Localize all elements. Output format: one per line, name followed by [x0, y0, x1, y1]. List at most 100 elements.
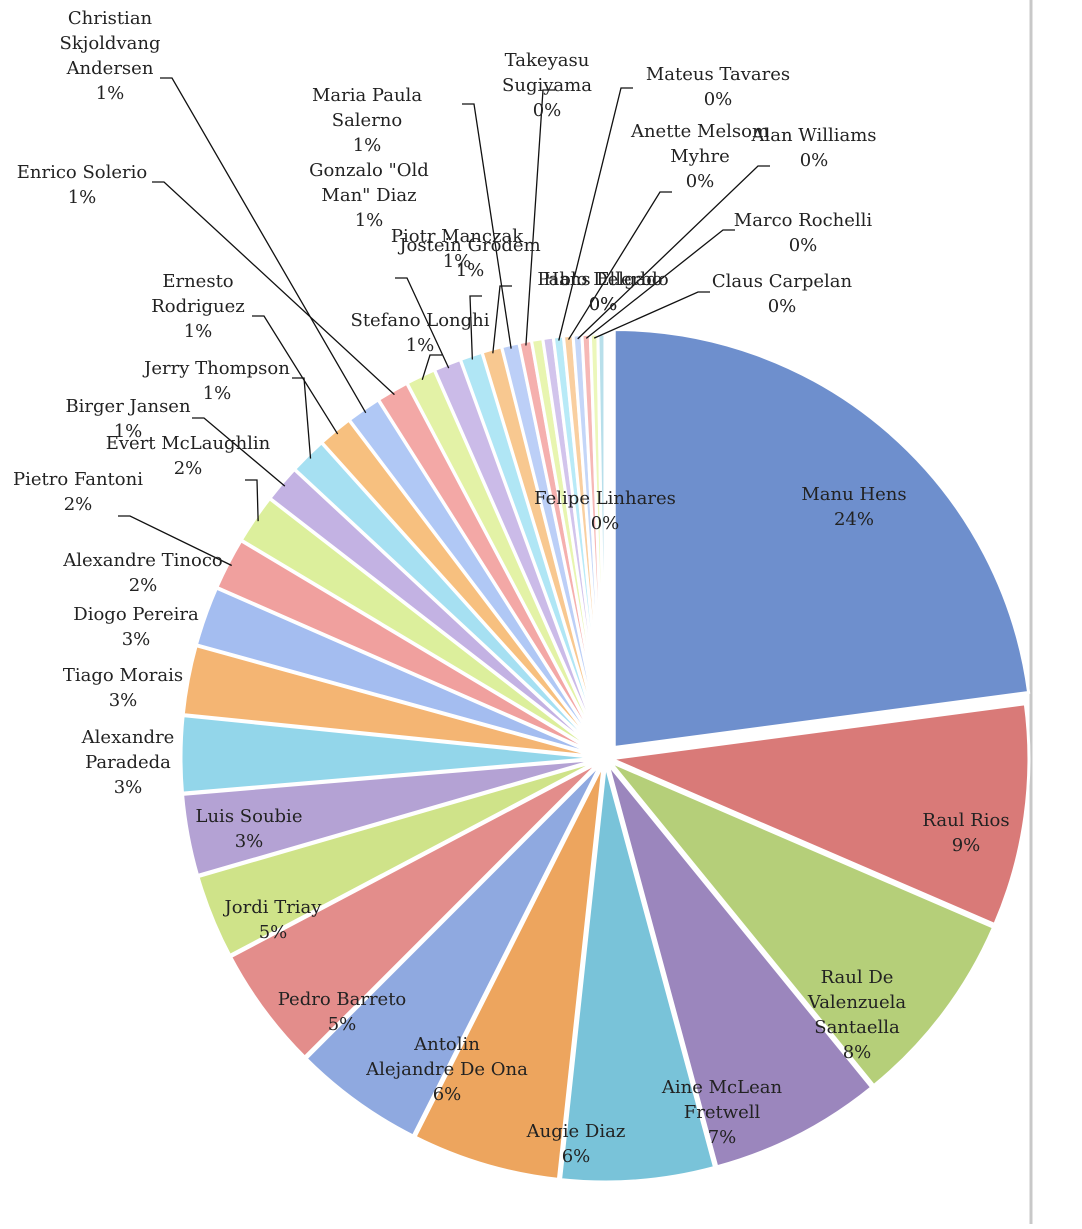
slice-name: Salerno — [332, 110, 403, 131]
slice-labels: Manu Hens 24% Raul Rios 9% Raul De Valenzuela… — [13, 8, 1010, 1167]
slice-percent: 24% — [834, 509, 874, 530]
slice-label: Hans Ellerbo 0% — [543, 269, 662, 315]
slice-name: Alan Williams — [750, 125, 876, 146]
slice-name: Marco Rochelli — [734, 210, 873, 231]
slice-percent: 1% — [355, 210, 384, 231]
leader-line — [462, 103, 512, 349]
leader-line — [577, 165, 770, 340]
slice-label: Raul De Valenzuela Santaella 8% — [807, 967, 907, 1063]
slice-label: Manu Hens 24% — [801, 484, 906, 530]
slice-label: Enrico Solerio 1% — [17, 162, 148, 208]
pie-slice — [558, 763, 717, 1184]
leader-line — [395, 277, 450, 369]
slice-label: Jordi Triay 5% — [223, 897, 323, 943]
slice-percent: 0% — [704, 89, 733, 110]
pie-slice — [612, 327, 1031, 750]
slice-percent: 2% — [174, 458, 203, 479]
pie-slice — [228, 760, 602, 1060]
slice-name: Diogo Pereira — [73, 604, 199, 625]
slice-label: Claus Carpelan 0% — [712, 271, 853, 317]
slice-name: Sugiyama — [502, 75, 592, 96]
slice-percent: 9% — [952, 835, 981, 856]
slice-percent: 2% — [129, 575, 158, 596]
slice-label: Maria Paula Salerno 1% — [312, 85, 422, 156]
slice-label: Pietro Fantoni 2% — [13, 469, 143, 515]
slice-percent: 0% — [768, 296, 797, 317]
slice-name: Rodriguez — [151, 296, 245, 317]
leader-line — [160, 77, 367, 414]
slice-percent: 3% — [114, 777, 143, 798]
leader-line — [567, 191, 672, 340]
slice-name: Mateus Tavares — [646, 64, 790, 85]
pie-slice — [303, 761, 603, 1139]
slice-label: Felipe Linhares 0% — [534, 488, 676, 534]
slice-name: Evert McLaughlin — [106, 433, 271, 454]
leader-lines — [118, 77, 770, 567]
slice-label: Takeyasu Sugiyama 0% — [502, 50, 592, 121]
slice-label: Jerry Thompson 1% — [142, 358, 290, 404]
leader-line — [292, 377, 312, 459]
slice-label: Gonzalo "Old Man" Diaz 1% — [309, 160, 429, 231]
slice-percent: 8% — [843, 1042, 872, 1063]
slice-label: Augie Diaz 6% — [526, 1121, 626, 1167]
slice-label: Evert McLaughlin 2% — [106, 433, 271, 479]
slice-percent: 1% — [353, 135, 382, 156]
slice-label: Pablo Delgado 0% — [537, 269, 668, 315]
slice-name: Fretwell — [684, 1102, 761, 1123]
slice-name: Jostein Grodem — [397, 235, 540, 256]
leader-line — [585, 229, 735, 339]
slice-name: Christian — [68, 8, 153, 29]
pie-slice — [608, 760, 996, 1088]
slice-name: Alexandre — [81, 727, 175, 748]
slice-name: Pedro Barreto — [278, 989, 407, 1010]
pie-slices — [179, 327, 1031, 1184]
slice-name: Santaella — [814, 1017, 900, 1038]
slice-name: Pietro Fantoni — [13, 469, 143, 490]
slice-name: Takeyasu — [505, 50, 590, 71]
slice-percent: 1% — [406, 335, 435, 356]
slice-name: Hans Ellerbo — [543, 269, 662, 290]
leader-line — [492, 285, 512, 354]
slice-label: Aine McLean Fretwell 7% — [661, 1077, 783, 1148]
slice-label: Birger Jansen 1% — [65, 396, 191, 442]
slice-percent: 0% — [589, 294, 618, 315]
slice-name: Birger Jansen — [65, 396, 191, 417]
leader-line — [252, 315, 339, 435]
slice-name: Valenzuela — [807, 992, 907, 1013]
slice-percent: 2% — [64, 494, 93, 515]
slice-label: Piotr Manczak 1% — [391, 226, 524, 272]
slice-label: Christian Skjoldvang Andersen 1% — [60, 8, 161, 104]
slice-percent: 1% — [184, 321, 213, 342]
slice-percent: 0% — [686, 171, 715, 192]
slice-percent: 6% — [562, 1146, 591, 1167]
slice-name: Jerry Thompson — [142, 358, 290, 379]
slice-name: Piotr Manczak — [391, 226, 524, 247]
slice-percent: 3% — [109, 690, 138, 711]
slice-label: Marco Rochelli 0% — [734, 210, 873, 256]
slice-label: Pedro Barreto 5% — [278, 989, 407, 1035]
slice-name: Gonzalo "Old — [309, 160, 429, 181]
slice-percent: 1% — [96, 83, 125, 104]
slice-name: Tiago Morais — [63, 665, 183, 686]
leader-line — [152, 181, 395, 396]
slice-percent: 3% — [235, 831, 264, 852]
leader-line — [118, 515, 233, 567]
slice-label: Anette Melsom Myhre 0% — [630, 121, 769, 192]
leader-line — [245, 479, 259, 522]
slice-percent: 3% — [122, 629, 151, 650]
slice-percent: 0% — [789, 235, 818, 256]
leader-line — [469, 295, 482, 360]
leader-line — [525, 89, 555, 346]
slice-name: Aine McLean — [661, 1077, 783, 1098]
slice-percent: 1% — [114, 421, 143, 442]
leader-line — [593, 291, 710, 339]
slice-name: Jordi Triay — [223, 897, 323, 918]
slice-label: Ernesto Rodriguez 1% — [151, 271, 245, 342]
slice-name: Raul Rios — [922, 810, 1009, 831]
slice-label: Alexandre Tinoco 2% — [62, 550, 223, 596]
leader-line — [192, 417, 286, 487]
slice-name: Claus Carpelan — [712, 271, 853, 292]
slice-label: Raul Rios 9% — [922, 810, 1009, 856]
